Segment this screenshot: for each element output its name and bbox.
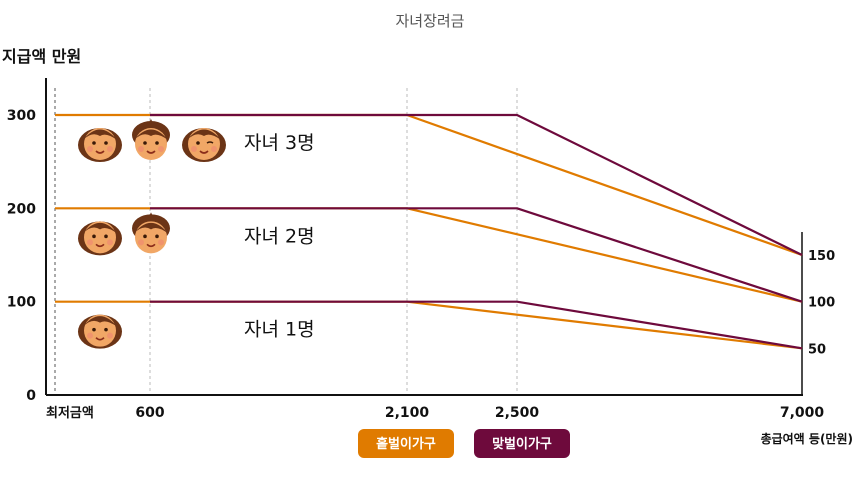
tick-labels: 0 100 200 300 최저금액 600 2,100 2,500 7,000 150 100 50	[7, 108, 835, 421]
legend-item: 맞벌이가구	[474, 429, 570, 458]
y-axis-label: 지급액 만원	[2, 47, 81, 66]
girl-face-icon	[78, 314, 122, 349]
series-annotation-label: 자녀 1명	[244, 319, 315, 341]
girl-face-icon	[78, 128, 122, 162]
girl-face-icon	[182, 128, 226, 162]
girl-face-icon	[78, 221, 122, 256]
x-tick-label: 최저금액	[46, 406, 94, 421]
y-tick-label: 100	[7, 295, 36, 311]
x-tick-label: 7,000	[780, 405, 825, 421]
children-illustrations	[78, 119, 226, 349]
right-tick-label: 150	[808, 249, 835, 264]
right-tick-label: 50	[808, 342, 826, 357]
legend-label: 홑벌이가구	[376, 436, 436, 452]
series-annotation-label: 자녀 2명	[244, 225, 315, 247]
y-tick-label: 0	[26, 388, 36, 404]
legend-swatch	[358, 429, 454, 458]
axes	[45, 78, 803, 396]
x-axis-label: 총급여액 등(만원)	[761, 431, 853, 446]
series-line	[150, 300, 803, 350]
y-tick-label: 300	[7, 108, 36, 124]
x-tick-label: 600	[135, 405, 164, 421]
series-line	[150, 207, 803, 303]
series-lines	[55, 113, 803, 350]
legend-swatch	[474, 429, 570, 458]
legend-label: 맞벌이가구	[492, 436, 552, 452]
legend: 홑벌이가구 맞벌이가구	[358, 429, 570, 458]
x-tick-label: 2,100	[385, 405, 430, 421]
y-tick-label: 200	[7, 201, 36, 217]
series-line	[55, 300, 803, 350]
chart-title: 자녀장려금	[395, 12, 464, 30]
legend-item: 홑벌이가구	[358, 429, 454, 458]
series-annotation-label: 자녀 3명	[244, 132, 315, 154]
right-tick-label: 100	[808, 296, 835, 311]
x-tick-label: 2,500	[495, 405, 540, 421]
series-line	[150, 113, 803, 256]
boy-face-icon	[132, 119, 170, 160]
boy-face-icon	[132, 212, 170, 254]
